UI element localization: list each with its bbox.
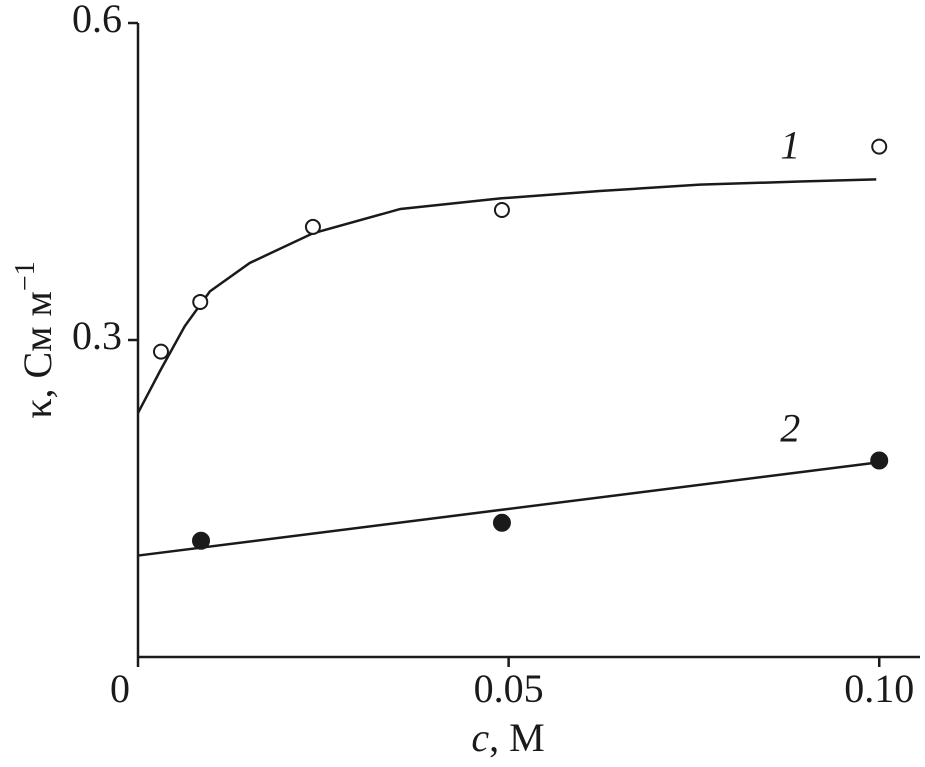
curve-label: 2 <box>780 406 800 451</box>
y-label-exponent: −1 <box>10 261 41 291</box>
data-point <box>192 531 211 550</box>
x-label-unit: , M <box>489 715 545 760</box>
x-tick-label: 0.10 <box>844 666 914 711</box>
data-point <box>304 218 321 235</box>
data-point <box>870 451 889 470</box>
data-point <box>493 202 510 219</box>
data-point <box>871 138 888 155</box>
data-point <box>492 513 511 532</box>
y-tick-label: 0.6 <box>72 0 122 41</box>
x-tick-label: 0 <box>110 666 130 711</box>
x-axis-label: c, M <box>471 715 544 760</box>
curve-label: 1 <box>780 123 800 168</box>
data-point <box>192 293 209 310</box>
x-tick-label: 0.05 <box>474 666 544 711</box>
fit-curve <box>137 461 877 557</box>
y-tick-label: 0.3 <box>72 313 122 358</box>
y-label-main: κ, См м <box>15 291 60 418</box>
y-axis-label: κ, См м−1 <box>10 261 60 418</box>
x-label-variable: c <box>471 715 489 760</box>
fit-curve <box>136 178 877 414</box>
data-point <box>152 343 169 360</box>
